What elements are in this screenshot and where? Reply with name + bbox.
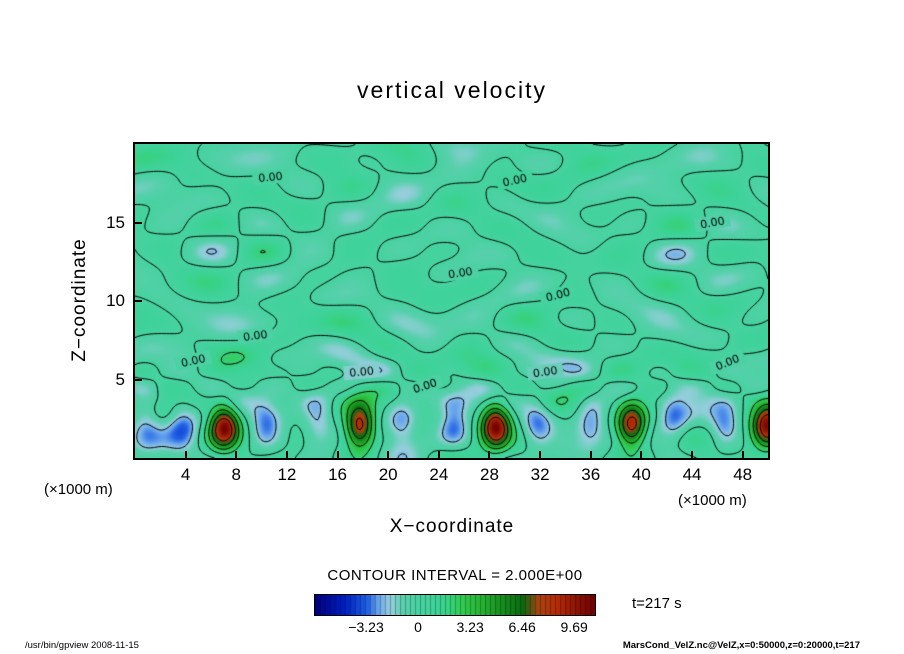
x-tick-mark <box>539 451 542 458</box>
x-tick-label: 16 <box>328 465 347 484</box>
contour-interval-label: CONTOUR INTERVAL = 2.000E+00 <box>327 567 583 584</box>
footer-command-path: /usr/bin/gpview 2008-11-15 <box>25 640 139 651</box>
plot-area <box>133 142 770 460</box>
x-tick-mark <box>387 451 390 458</box>
x-tick-mark <box>640 451 643 458</box>
x-tick-label: 24 <box>429 465 449 484</box>
y-tick-mark <box>135 300 142 302</box>
colorbar <box>314 594 596 616</box>
x-tick-mark <box>741 451 744 458</box>
x-tick-label: 28 <box>480 465 499 484</box>
x-tick-mark <box>488 451 491 458</box>
x-tick-mark <box>285 451 288 458</box>
colorbar-tick-label: −3.23 <box>348 619 384 635</box>
colorbar-tick-label: 0 <box>414 619 422 635</box>
x-axis-unit-label: (×1000 m) <box>678 492 747 509</box>
colorbar-tick-label: 3.23 <box>456 619 484 635</box>
x-tick-label: 20 <box>378 465 398 484</box>
colorbar-tick-label: 9.69 <box>560 619 588 635</box>
colorbar-tick-label: 6.46 <box>508 619 536 635</box>
x-tick-label: 36 <box>581 465 601 484</box>
x-tick-mark <box>336 451 339 458</box>
time-label: t=217 s <box>632 595 682 612</box>
y-axis-label: Z−coordinate <box>69 238 90 362</box>
colorbar-tick-labels: −3.23 0 3.23 6.46 9.69 <box>314 619 596 637</box>
x-tick-label: 40 <box>631 465 651 484</box>
contour-plot-canvas <box>135 144 768 458</box>
x-tick-label: 32 <box>530 465 550 484</box>
y-tick-label: 5 <box>115 369 125 389</box>
x-tick-mark <box>184 451 187 458</box>
y-tick-label: 15 <box>106 212 125 232</box>
x-tick-label: 8 <box>231 465 241 484</box>
y-tick-mark <box>135 378 142 381</box>
x-tick-label: 44 <box>682 465 702 484</box>
chart-title: vertical velocity <box>357 77 547 103</box>
x-tick-label: 48 <box>733 465 753 484</box>
x-tick-label: 4 <box>180 465 191 484</box>
x-axis-label: X−coordinate <box>389 516 515 537</box>
y-axis-unit-label: (×1000 m) <box>44 481 113 498</box>
x-tick-label: 12 <box>277 465 297 484</box>
colorbar-canvas <box>315 595 595 615</box>
x-axis-tick-labels: 4 8 12 16 20 24 28 32 36 40 44 48 <box>0 465 904 487</box>
x-tick-mark <box>691 451 694 458</box>
x-tick-mark <box>589 451 592 458</box>
footer-data-source: MarsCond_VelZ.nc@VelZ,x=0:50000,z=0:2000… <box>622 640 860 651</box>
x-tick-mark <box>437 451 440 458</box>
x-tick-mark <box>235 451 238 458</box>
y-tick-mark <box>135 221 142 224</box>
